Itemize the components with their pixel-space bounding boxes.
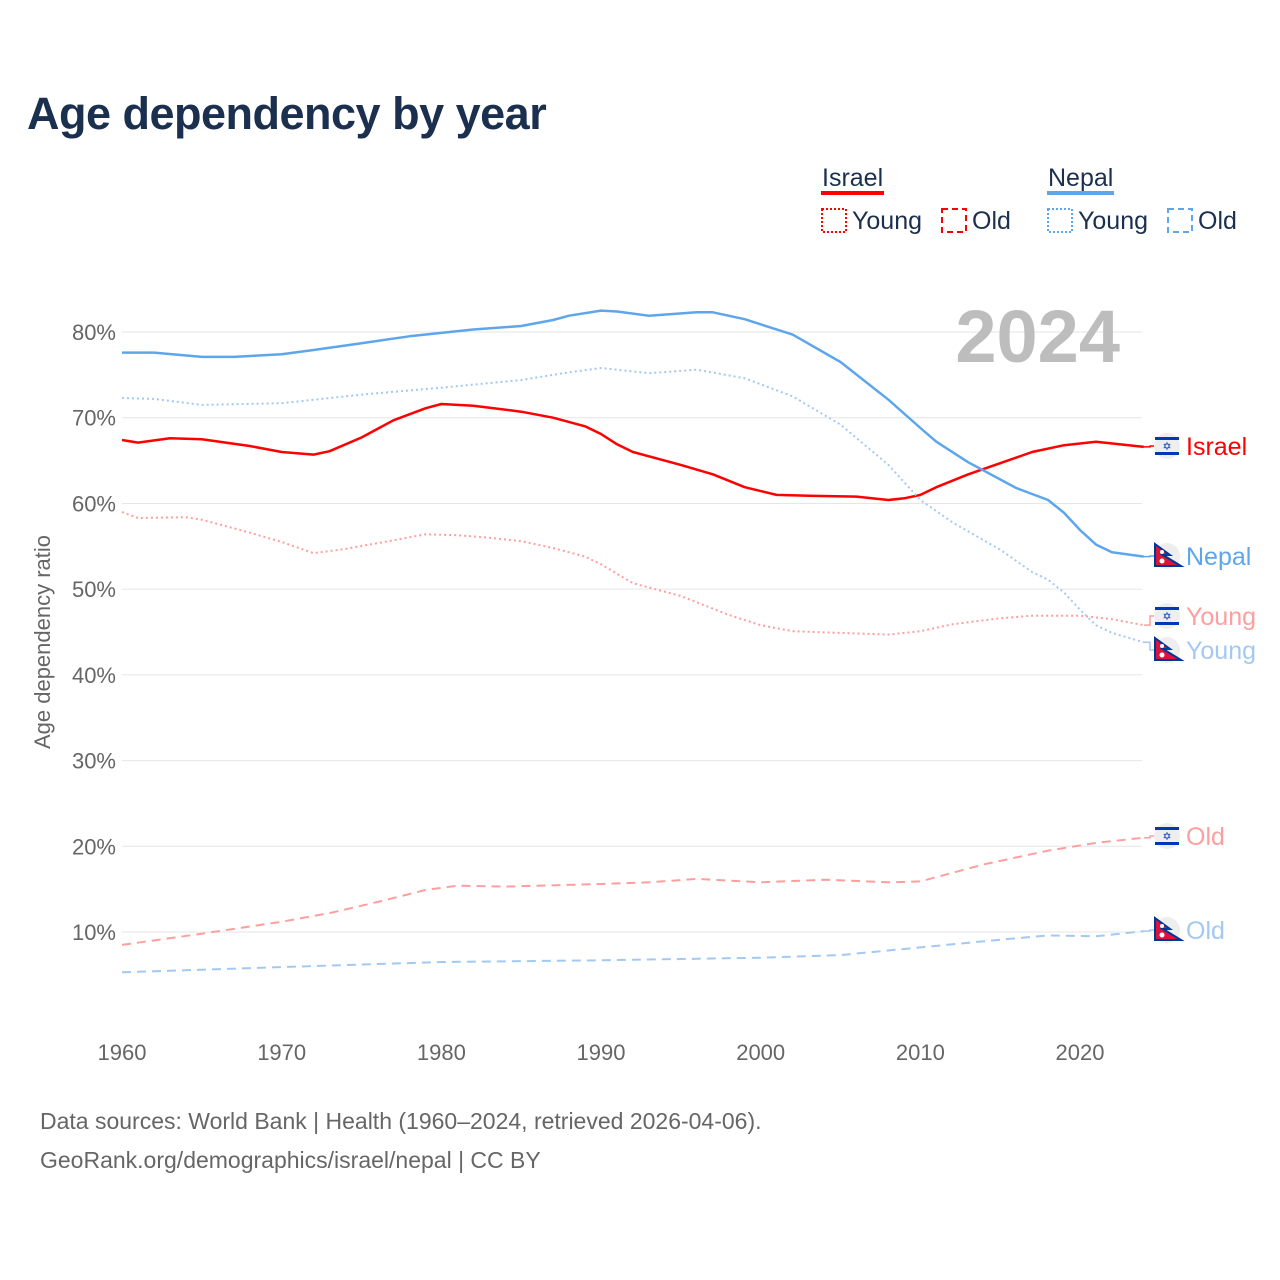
svg-text:✡: ✡	[1162, 441, 1171, 453]
series-line-israel-young	[121, 511, 1145, 636]
israel-flag-icon: ✡	[1154, 823, 1180, 849]
end-label-text: Old	[1186, 917, 1225, 945]
x-tick-label: 1980	[417, 1040, 466, 1065]
y-tick-label: 60%	[72, 491, 116, 516]
year-watermark: 2024	[955, 295, 1120, 378]
israel-flag-icon: ✡	[1154, 603, 1180, 629]
end-label: Old	[1144, 916, 1225, 945]
y-tick-label: 10%	[72, 920, 116, 945]
y-tick-label: 20%	[72, 834, 116, 859]
svg-text:✡: ✡	[1162, 831, 1171, 843]
series-line-nepal-old	[121, 930, 1145, 974]
y-axis-label: Age dependency ratio	[30, 535, 55, 749]
legend-group-israel[interactable]: Israel Young Old	[821, 164, 1011, 235]
x-tick-label: 2020	[1056, 1040, 1105, 1065]
source-text: Data sources: World Bank | Health (1960–…	[40, 1108, 762, 1134]
x-tick-label: 2010	[896, 1040, 945, 1065]
end-label: ✡ Old	[1144, 823, 1225, 851]
x-tick-label: 1960	[98, 1040, 147, 1065]
legend: Israel Young Old Nepal Young Old	[821, 164, 1237, 235]
y-tick-label: 30%	[72, 749, 116, 774]
svg-text:Young: Young	[852, 207, 922, 235]
x-tick-label: 1970	[257, 1040, 306, 1065]
svg-text:✡: ✡	[1162, 611, 1171, 623]
svg-text:Nepal: Nepal	[1048, 164, 1113, 192]
y-tick-label: 50%	[72, 577, 116, 602]
nepal-flag-icon	[1154, 542, 1185, 569]
y-tick-label: 70%	[72, 406, 116, 431]
end-label: ✡ Israel	[1144, 433, 1247, 461]
gridlines	[122, 331, 1142, 933]
dotted-line-icon	[1047, 208, 1073, 233]
israel-flag-icon: ✡	[1154, 433, 1180, 459]
nepal-flag-icon	[1154, 916, 1185, 943]
dotted-line-icon	[821, 208, 847, 233]
end-label: Young	[1144, 636, 1256, 665]
end-label-text: Nepal	[1186, 543, 1251, 571]
svg-text:Old: Old	[972, 207, 1011, 235]
series-line-nepal	[122, 309, 1145, 558]
end-label-text: Israel	[1186, 433, 1247, 461]
legend-group-nepal[interactable]: Nepal Young Old	[1047, 164, 1237, 235]
svg-text:Young: Young	[1078, 207, 1148, 235]
series-lines	[121, 309, 1145, 974]
legend-item-nepal-young[interactable]: Young	[1047, 207, 1148, 235]
series-line-israel-old	[121, 836, 1145, 946]
page-title: Age dependency by year	[27, 88, 547, 139]
x-tick-label: 1990	[577, 1040, 626, 1065]
end-label: Nepal	[1144, 542, 1251, 571]
dashed-line-icon	[1167, 208, 1193, 233]
svg-text:Old: Old	[1198, 207, 1237, 235]
series-line-israel	[121, 402, 1145, 502]
x-tick-label: 2000	[736, 1040, 785, 1065]
legend-item-israel-old[interactable]: Old	[941, 207, 1011, 235]
end-labels: ✡ Israel Nepal ✡ Young Young ✡ Old Old	[1144, 433, 1256, 945]
dashed-line-icon	[941, 208, 967, 233]
legend-item-nepal-old[interactable]: Old	[1167, 207, 1237, 235]
svg-text:Israel: Israel	[822, 164, 883, 192]
series-line-nepal-young	[121, 367, 1145, 644]
x-axis-ticks: 1960 1970 1980 1990 2000 2010 2020	[98, 1040, 1105, 1065]
end-label-text: Young	[1186, 603, 1256, 631]
end-label-text: Old	[1186, 823, 1225, 851]
end-label: ✡ Young	[1144, 603, 1256, 631]
y-axis-ticks: 10% 20% 30% 40% 50% 60% 70% 80%	[72, 320, 116, 945]
source-url[interactable]: GeoRank.org/demographics/israel/nepal | …	[40, 1147, 541, 1173]
nepal-flag-icon	[1154, 636, 1185, 663]
y-tick-label: 40%	[72, 663, 116, 688]
legend-item-israel-young[interactable]: Young	[821, 207, 922, 235]
end-label-text: Young	[1186, 637, 1256, 665]
y-tick-label: 80%	[72, 320, 116, 345]
